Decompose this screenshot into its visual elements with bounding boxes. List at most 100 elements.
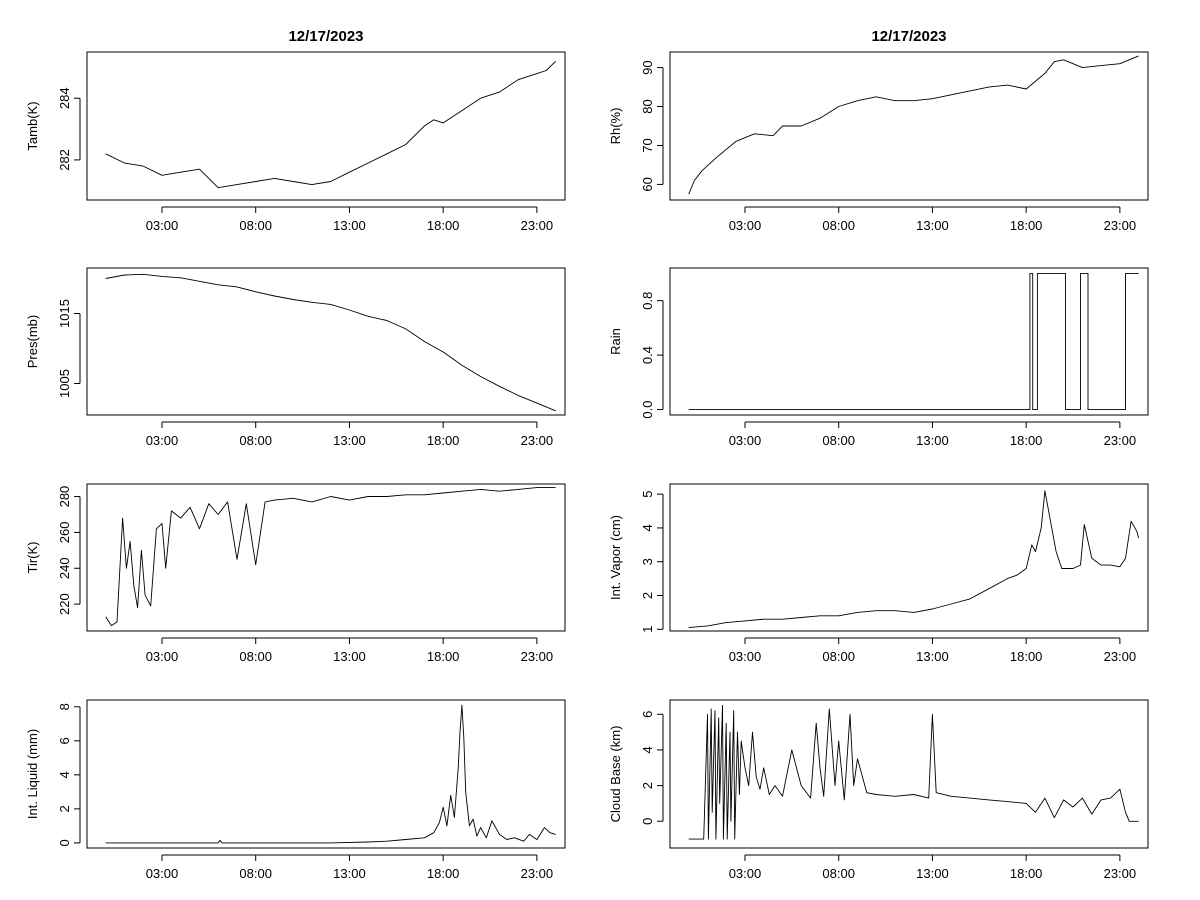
series-line (105, 704, 556, 844)
x-tick-label: 03:00 (729, 649, 762, 664)
y-tick-label: 280 (57, 486, 72, 508)
x-tick-label: 18:00 (1010, 433, 1043, 448)
y-tick-label: 220 (57, 593, 72, 615)
plot-frame (669, 267, 1149, 416)
y-tick-label: 1005 (57, 369, 72, 398)
y-tick-label: 2 (640, 782, 655, 789)
x-tick-label: 13:00 (916, 649, 949, 664)
y-axis-label: Int. Vapor (cm) (608, 515, 623, 600)
y-tick-label: 70 (640, 138, 655, 152)
x-tick-label: 13:00 (333, 433, 366, 448)
panel-title: 12/17/2023 (871, 28, 946, 45)
x-tick-label: 08:00 (822, 433, 855, 448)
y-tick-label: 3 (640, 558, 655, 565)
x-tick-label: 08:00 (822, 649, 855, 664)
y-axis-label: Tir(K) (25, 541, 40, 573)
y-tick-label: 0.4 (640, 346, 655, 364)
y-tick-label: 0 (640, 818, 655, 825)
plot-frame (669, 51, 1149, 201)
x-tick-label: 18:00 (427, 433, 460, 448)
y-tick-label: 240 (57, 557, 72, 579)
x-tick-label: 08:00 (822, 218, 855, 233)
y-tick-label: 2 (640, 592, 655, 599)
y-axis-label: Cloud Base (km) (608, 726, 623, 823)
y-tick-label: 1015 (57, 299, 72, 328)
x-tick-label: 18:00 (427, 649, 460, 664)
x-tick-label: 03:00 (146, 218, 179, 233)
y-tick-label: 5 (640, 491, 655, 498)
x-tick-label: 23:00 (1104, 866, 1137, 881)
y-tick-label: 80 (640, 99, 655, 113)
x-tick-label: 08:00 (822, 866, 855, 881)
y-tick-label: 6 (640, 711, 655, 718)
x-tick-label: 08:00 (239, 649, 272, 664)
x-tick-label: 08:00 (239, 433, 272, 448)
x-tick-label: 03:00 (146, 433, 179, 448)
y-tick-label: 1 (640, 626, 655, 633)
y-tick-label: 0 (57, 839, 72, 846)
y-tick-label: 8 (57, 703, 72, 710)
y-axis-label: Tamb(K) (25, 101, 40, 150)
panel-title: 12/17/2023 (288, 28, 363, 45)
plot-frame (86, 51, 566, 201)
y-tick-label: 284 (57, 87, 72, 109)
panel-5: 03:00 08:00 13:00 18:00 23:00 220 240 260 280 Tir… (25, 483, 566, 664)
y-tick-label: 4 (640, 746, 655, 753)
y-tick-label: 282 (57, 149, 72, 171)
panel-4: 03:00 08:00 13:00 18:00 23:00 0.0 0.4 0.8 Rain (608, 267, 1149, 448)
panel-3: 03:00 08:00 13:00 18:00 23:00 1005 1015 Pres(mb… (25, 267, 566, 448)
x-tick-label: 03:00 (146, 649, 179, 664)
x-tick-label: 18:00 (1010, 218, 1043, 233)
series-line (105, 273, 556, 412)
x-tick-label: 23:00 (521, 649, 554, 664)
panel-6: 03:00 08:00 13:00 18:00 23:00 1 2 3 4 5 Int. Vapor… (608, 483, 1149, 664)
x-tick-label: 13:00 (333, 649, 366, 664)
panel-8: 03:00 08:00 13:00 18:00 23:00 0 2 4 6 Cloud Base … (608, 699, 1149, 881)
plot-frame (86, 267, 566, 416)
x-tick-label: 03:00 (729, 866, 762, 881)
y-tick-label: 0.8 (640, 292, 655, 310)
series-line (688, 272, 1139, 411)
x-tick-label: 03:00 (729, 218, 762, 233)
x-tick-label: 08:00 (239, 866, 272, 881)
x-tick-label: 13:00 (916, 218, 949, 233)
y-tick-label: 0.0 (640, 401, 655, 419)
plot-frame (86, 483, 566, 632)
y-tick-label: 60 (640, 177, 655, 191)
x-tick-label: 03:00 (146, 866, 179, 881)
y-axis-label: Rain (608, 328, 623, 355)
x-tick-label: 23:00 (1104, 433, 1137, 448)
y-tick-label: 4 (57, 771, 72, 778)
x-tick-label: 23:00 (1104, 218, 1137, 233)
x-tick-label: 13:00 (916, 866, 949, 881)
x-tick-label: 23:00 (521, 218, 554, 233)
y-tick-label: 260 (57, 522, 72, 544)
x-tick-label: 13:00 (916, 433, 949, 448)
y-tick-label: 4 (640, 524, 655, 531)
y-axis-label: Int. Liquid (mm) (25, 729, 40, 819)
plot-frame (669, 699, 1149, 849)
x-tick-label: 18:00 (1010, 866, 1043, 881)
plot-frame (86, 699, 566, 849)
series-line (688, 55, 1139, 195)
series-line (688, 490, 1140, 629)
series-line (105, 487, 556, 627)
panel-1: 12/17/2023 03:00 08:00 13:00 18:00 23:00 282 28… (25, 28, 566, 233)
x-tick-label: 13:00 (333, 218, 366, 233)
y-tick-label: 2 (57, 805, 72, 812)
x-tick-label: 23:00 (521, 866, 554, 881)
y-tick-label: 6 (57, 737, 72, 744)
x-tick-label: 18:00 (427, 866, 460, 881)
x-tick-label: 13:00 (333, 866, 366, 881)
series-line (105, 60, 556, 189)
series-line (688, 704, 1139, 840)
plot-frame (669, 483, 1149, 632)
panel-7: 03:00 08:00 13:00 18:00 23:00 0 2 4 6 8 Int. Liqui… (25, 699, 566, 881)
x-tick-label: 18:00 (1010, 649, 1043, 664)
x-tick-label: 23:00 (1104, 649, 1137, 664)
panel-2: 12/17/2023 03:00 08:00 13:00 18:00 23:00 60 70 8… (608, 28, 1149, 233)
y-axis-label: Rh(%) (608, 108, 623, 145)
x-tick-label: 23:00 (521, 433, 554, 448)
